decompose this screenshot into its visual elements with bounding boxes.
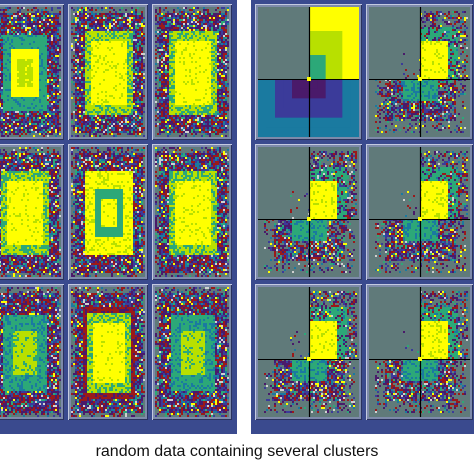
right-cluster-cell-image	[369, 147, 470, 277]
right-cluster-cell	[366, 284, 473, 420]
right-cluster-cell	[255, 284, 362, 420]
right-cluster-cell-image	[369, 7, 470, 137]
left-cluster-cell	[0, 4, 64, 140]
left-cluster-cell	[152, 144, 232, 280]
left-cluster-cell	[68, 284, 148, 420]
left-cluster-cell	[0, 144, 64, 280]
right-cluster-cell-image	[258, 287, 359, 417]
right-cluster-grid	[251, 0, 474, 434]
right-cluster-cell-image	[258, 147, 359, 277]
left-cluster-cell-image	[71, 7, 145, 137]
left-cluster-cell	[0, 284, 64, 420]
left-cluster-cell	[152, 284, 232, 420]
left-cluster-cell	[152, 4, 232, 140]
right-cluster-cell-image	[369, 287, 470, 417]
left-cluster-cell	[68, 144, 148, 280]
left-cluster-cell-image	[0, 147, 61, 277]
left-cluster-cell-image	[155, 147, 229, 277]
right-cluster-cell	[366, 144, 473, 280]
left-cluster-cell-image	[0, 7, 61, 137]
left-cluster-cell-image	[71, 287, 145, 417]
left-cluster-cell-image	[155, 287, 229, 417]
left-cluster-cell-image	[155, 7, 229, 137]
right-cluster-cell	[366, 4, 473, 140]
left-cluster-grid	[0, 0, 237, 434]
right-cluster-cell	[255, 144, 362, 280]
figure-caption: random data containing several clusters	[95, 443, 379, 460]
left-cluster-cell-image	[71, 147, 145, 277]
left-cluster-cell	[68, 4, 148, 140]
right-cluster-cell-image	[258, 7, 359, 137]
left-cluster-cell-image	[0, 287, 61, 417]
right-cluster-cell	[255, 4, 362, 140]
